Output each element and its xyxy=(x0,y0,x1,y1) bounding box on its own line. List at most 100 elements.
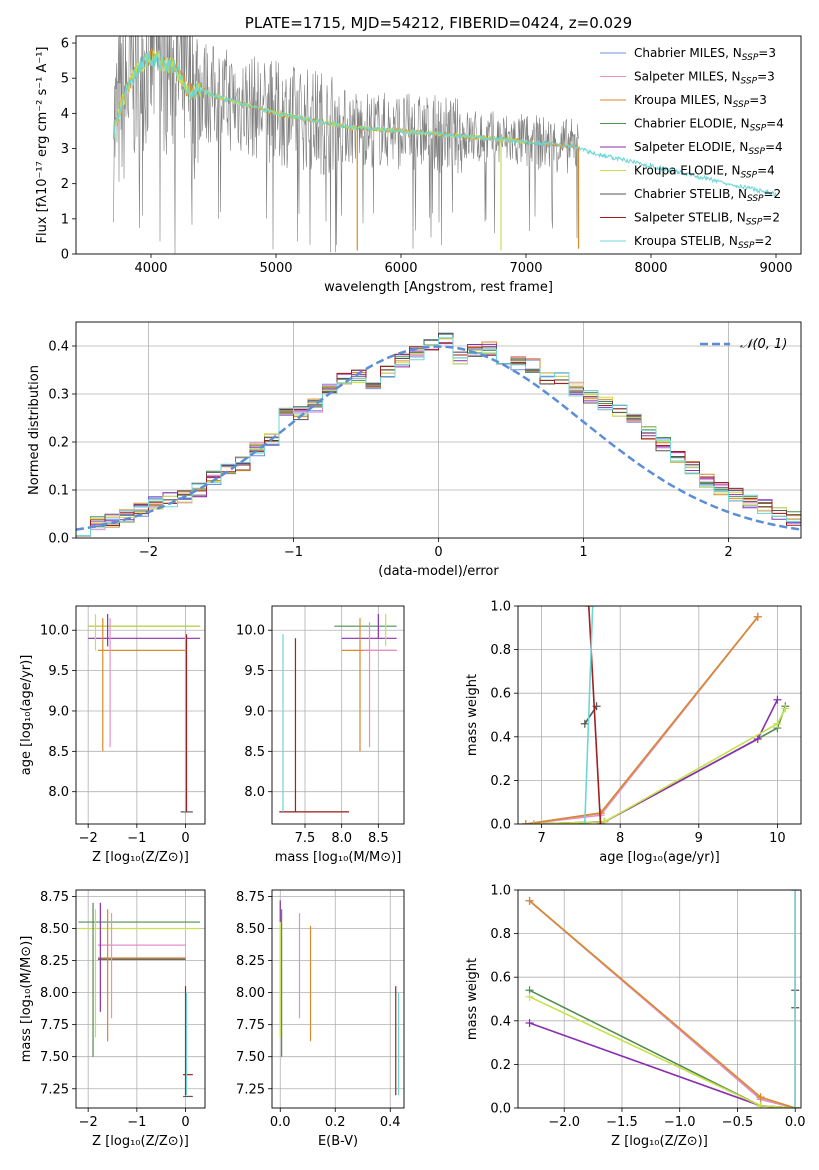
legend-label-7: Salpeter STELIB, NSSP=2 xyxy=(634,211,780,228)
legend-label-suffix: =4 xyxy=(757,164,775,178)
spectrum-xtick-label-3: 7000 xyxy=(509,261,542,276)
residuals-xtick-label-1: −1 xyxy=(284,545,303,560)
massweight_vs_age-ytick-label-2: 0.4 xyxy=(490,730,511,745)
spectrum-model-line-kroupa_stelib xyxy=(113,51,777,197)
legend-label-sub: SSP xyxy=(747,194,764,204)
spectrum-xtick-label-5: 9000 xyxy=(759,261,792,276)
residuals-ytick-label-2: 0.2 xyxy=(48,436,69,451)
residuals-xtick-label-2: 0 xyxy=(434,545,442,560)
mass_vs_Z-ytick-label-3: 8.00 xyxy=(40,986,69,1001)
residuals-xtick-label-3: 1 xyxy=(579,545,587,560)
residual-hist-kroupa_stelib xyxy=(76,337,801,536)
age_vs_Z-xtick-label-2: 0 xyxy=(181,831,189,846)
massweight_vs_Z-xtick-label-2: −1.0 xyxy=(664,1115,696,1130)
massweight_vs_age-xtick-label-0: 7 xyxy=(537,831,545,846)
mass_vs_Z-ylabel: mass [log₁₀(M/M⊙)] xyxy=(19,936,34,1063)
legend-label-8: Kroupa STELIB, NSSP=2 xyxy=(634,234,772,251)
legend-label-main: Salpeter STELIB, N xyxy=(634,211,746,225)
mass_vs_ebv-xtick-label-1: 0.2 xyxy=(325,1115,346,1130)
mass_vs_ebv-ytick-label-0: 7.25 xyxy=(236,1082,265,1097)
residuals-panel: −2 −1 0 1 2 0.0 0.1 0.2 0.3 0.4 (data-model)/error… xyxy=(27,321,802,579)
mass_vs_Z-xtick-label-2: 0 xyxy=(181,1115,189,1130)
massweight_vs_age-marker-kroupa_miles-2 xyxy=(753,612,762,621)
normal-legend-label: 𝒩(0, 1) xyxy=(740,337,787,352)
legend-label-main: Kroupa STELIB, N xyxy=(634,234,738,248)
age_vs_mass-ytick-label-1: 8.5 xyxy=(244,745,265,760)
mass_vs_ebv-ytick-label-6: 8.75 xyxy=(236,890,265,905)
residuals-xtick-label-0: −2 xyxy=(139,545,158,560)
mass_vs_ebv-ytick-label-5: 8.50 xyxy=(236,922,265,937)
legend-label-main: Chabrier ELODIE, N xyxy=(634,117,750,131)
spectrum-plot-area xyxy=(113,36,777,254)
age_vs_Z-panel: −2 −1 0 8.0 8.5 9.0 9.5 10.0 Z [log₁₀(Z/Z⊙)] age … xyxy=(19,605,206,865)
massweight_vs_Z-ytick-label-0: 0.0 xyxy=(490,1102,511,1117)
massweight_vs_Z-xtick-label-4: 0.0 xyxy=(785,1115,806,1130)
massweight_vs_age-marker-chabrier_stelib-0 xyxy=(580,719,589,728)
mass_vs_Z-frame xyxy=(75,889,206,1109)
age_vs_Z-ytick-label-4: 10.0 xyxy=(40,624,69,639)
legend-label-2: Kroupa MILES, NSSP=3 xyxy=(634,93,767,110)
massweight_vs_age-marker-kroupa_elodie-0 xyxy=(529,820,538,824)
age_vs_Z-xtick-label-1: −1 xyxy=(127,831,146,846)
massweight_vs_age-marker-kroupa_elodie-1 xyxy=(600,817,609,824)
massweight_vs_Z-panel: −2.0 −1.5 −1.0 −0.5 0.0 0.0 0.2 0.4 0.6 0.8 1.0 Z [… xyxy=(465,884,806,1150)
age_vs_Z-plot-area xyxy=(88,614,201,813)
legend-label-sub: SSP xyxy=(742,53,759,63)
legend-label-3: Chabrier ELODIE, NSSP=4 xyxy=(634,117,784,134)
massweight_vs_age-marker-kroupa_elodie-2 xyxy=(773,719,782,728)
residual-hist-chabrier_stelib xyxy=(76,332,801,537)
legend-label-suffix: =2 xyxy=(764,187,782,201)
legend-label-sub: SSP xyxy=(750,124,767,134)
age_vs_mass-ytick-label-0: 8.0 xyxy=(244,785,265,800)
legend-label-sub: SSP xyxy=(741,77,758,87)
mass_vs_ebv-ytick-label-1: 7.50 xyxy=(236,1050,265,1065)
spectrum-title: PLATE=1715, MJD=54212, FIBERID=0424, z=0… xyxy=(245,14,632,32)
massweight_vs_Z-marker-salpeter_elodie-0 xyxy=(525,1018,534,1027)
legend-label-suffix: =2 xyxy=(762,211,780,225)
mass_vs_Z-xtick-label-1: −1 xyxy=(127,1115,146,1130)
massweight_vs_Z-ytick-label-3: 0.6 xyxy=(490,971,511,986)
massweight_vs_age-marker-kroupa_miles-0 xyxy=(521,820,530,824)
mass_vs_ebv-frame xyxy=(271,889,405,1109)
age_vs_mass-ytick-label-2: 9.0 xyxy=(244,704,265,719)
massweight_vs_Z-plot-area xyxy=(525,890,800,1108)
mass_vs_Z-ytick-label-5: 8.50 xyxy=(40,922,69,937)
legend-label-main: Chabrier STELIB, N xyxy=(634,187,747,201)
legend-label-suffix: =4 xyxy=(765,140,783,154)
mass_vs_Z-ytick-label-1: 7.50 xyxy=(40,1050,69,1065)
mass_vs_Z-xtick-label-0: −2 xyxy=(79,1115,98,1130)
massweight_vs_Z-frame xyxy=(517,889,802,1109)
massweight_vs_Z-xtick-label-3: −0.5 xyxy=(722,1115,754,1130)
age_vs_Z-ytick-label-2: 9.0 xyxy=(48,704,69,719)
massweight_vs_Z-xtick-label-1: −1.5 xyxy=(606,1115,638,1130)
mass_vs_Z-ytick-label-4: 8.25 xyxy=(40,954,69,969)
age_vs_mass-xlabel: mass [log₁₀(M/M⊙)] xyxy=(275,850,402,865)
spectrum-ytick-label-5: 5 xyxy=(61,72,69,87)
spectrum-frame xyxy=(75,35,802,255)
legend-label-4: Salpeter ELODIE, NSSP=4 xyxy=(634,140,783,157)
massweight_vs_age-marker-salpeter_stelib-0 xyxy=(584,606,593,610)
spectrum-xtick-label-1: 5000 xyxy=(259,261,292,276)
age_vs_Z-ylabel: age [log₁₀(age/yr)] xyxy=(19,655,34,776)
mass_vs_ebv-panel: 0.0 0.2 0.4 7.25 7.50 7.75 8.00 8.25 8.50 8.75 E(B… xyxy=(236,889,405,1149)
age_vs_Z-ytick-label-0: 8.0 xyxy=(48,785,69,800)
massweight_vs_age-ytick-label-3: 0.6 xyxy=(490,687,511,702)
massweight_vs_Z-marker-kroupa_miles-0 xyxy=(525,896,534,905)
spectrum-ytick-label-0: 0 xyxy=(61,248,69,263)
residual-hist-kroupa_miles xyxy=(76,338,801,537)
spectrum-ytick-label-1: 1 xyxy=(61,212,69,227)
residuals-plot-area xyxy=(76,332,801,537)
spectrum-ytick-label-2: 2 xyxy=(61,177,69,192)
mass_vs_Z-plot-area xyxy=(78,902,201,1098)
spectrum-ylabel: Flux [fλ10⁻¹⁷ erg cm⁻² s⁻¹ A⁻¹] xyxy=(35,47,50,244)
spectrum-xtick-label-0: 4000 xyxy=(134,261,167,276)
residuals-ytick-label-1: 0.1 xyxy=(48,484,69,499)
massweight_vs_age-xtick-label-2: 9 xyxy=(695,831,703,846)
age_vs_mass-xtick-label-2: 8.5 xyxy=(368,831,389,846)
massweight_vs_age-panel: 7 8 9 10 0.0 0.2 0.4 0.6 0.8 1.0 age [log₁₀(age/yr… xyxy=(465,600,802,865)
legend-label-main: Kroupa ELODIE, N xyxy=(634,164,741,178)
legend-label-sub: SSP xyxy=(738,241,755,251)
massweight_vs_Z-marker-kroupa_miles-1 xyxy=(756,1093,765,1102)
